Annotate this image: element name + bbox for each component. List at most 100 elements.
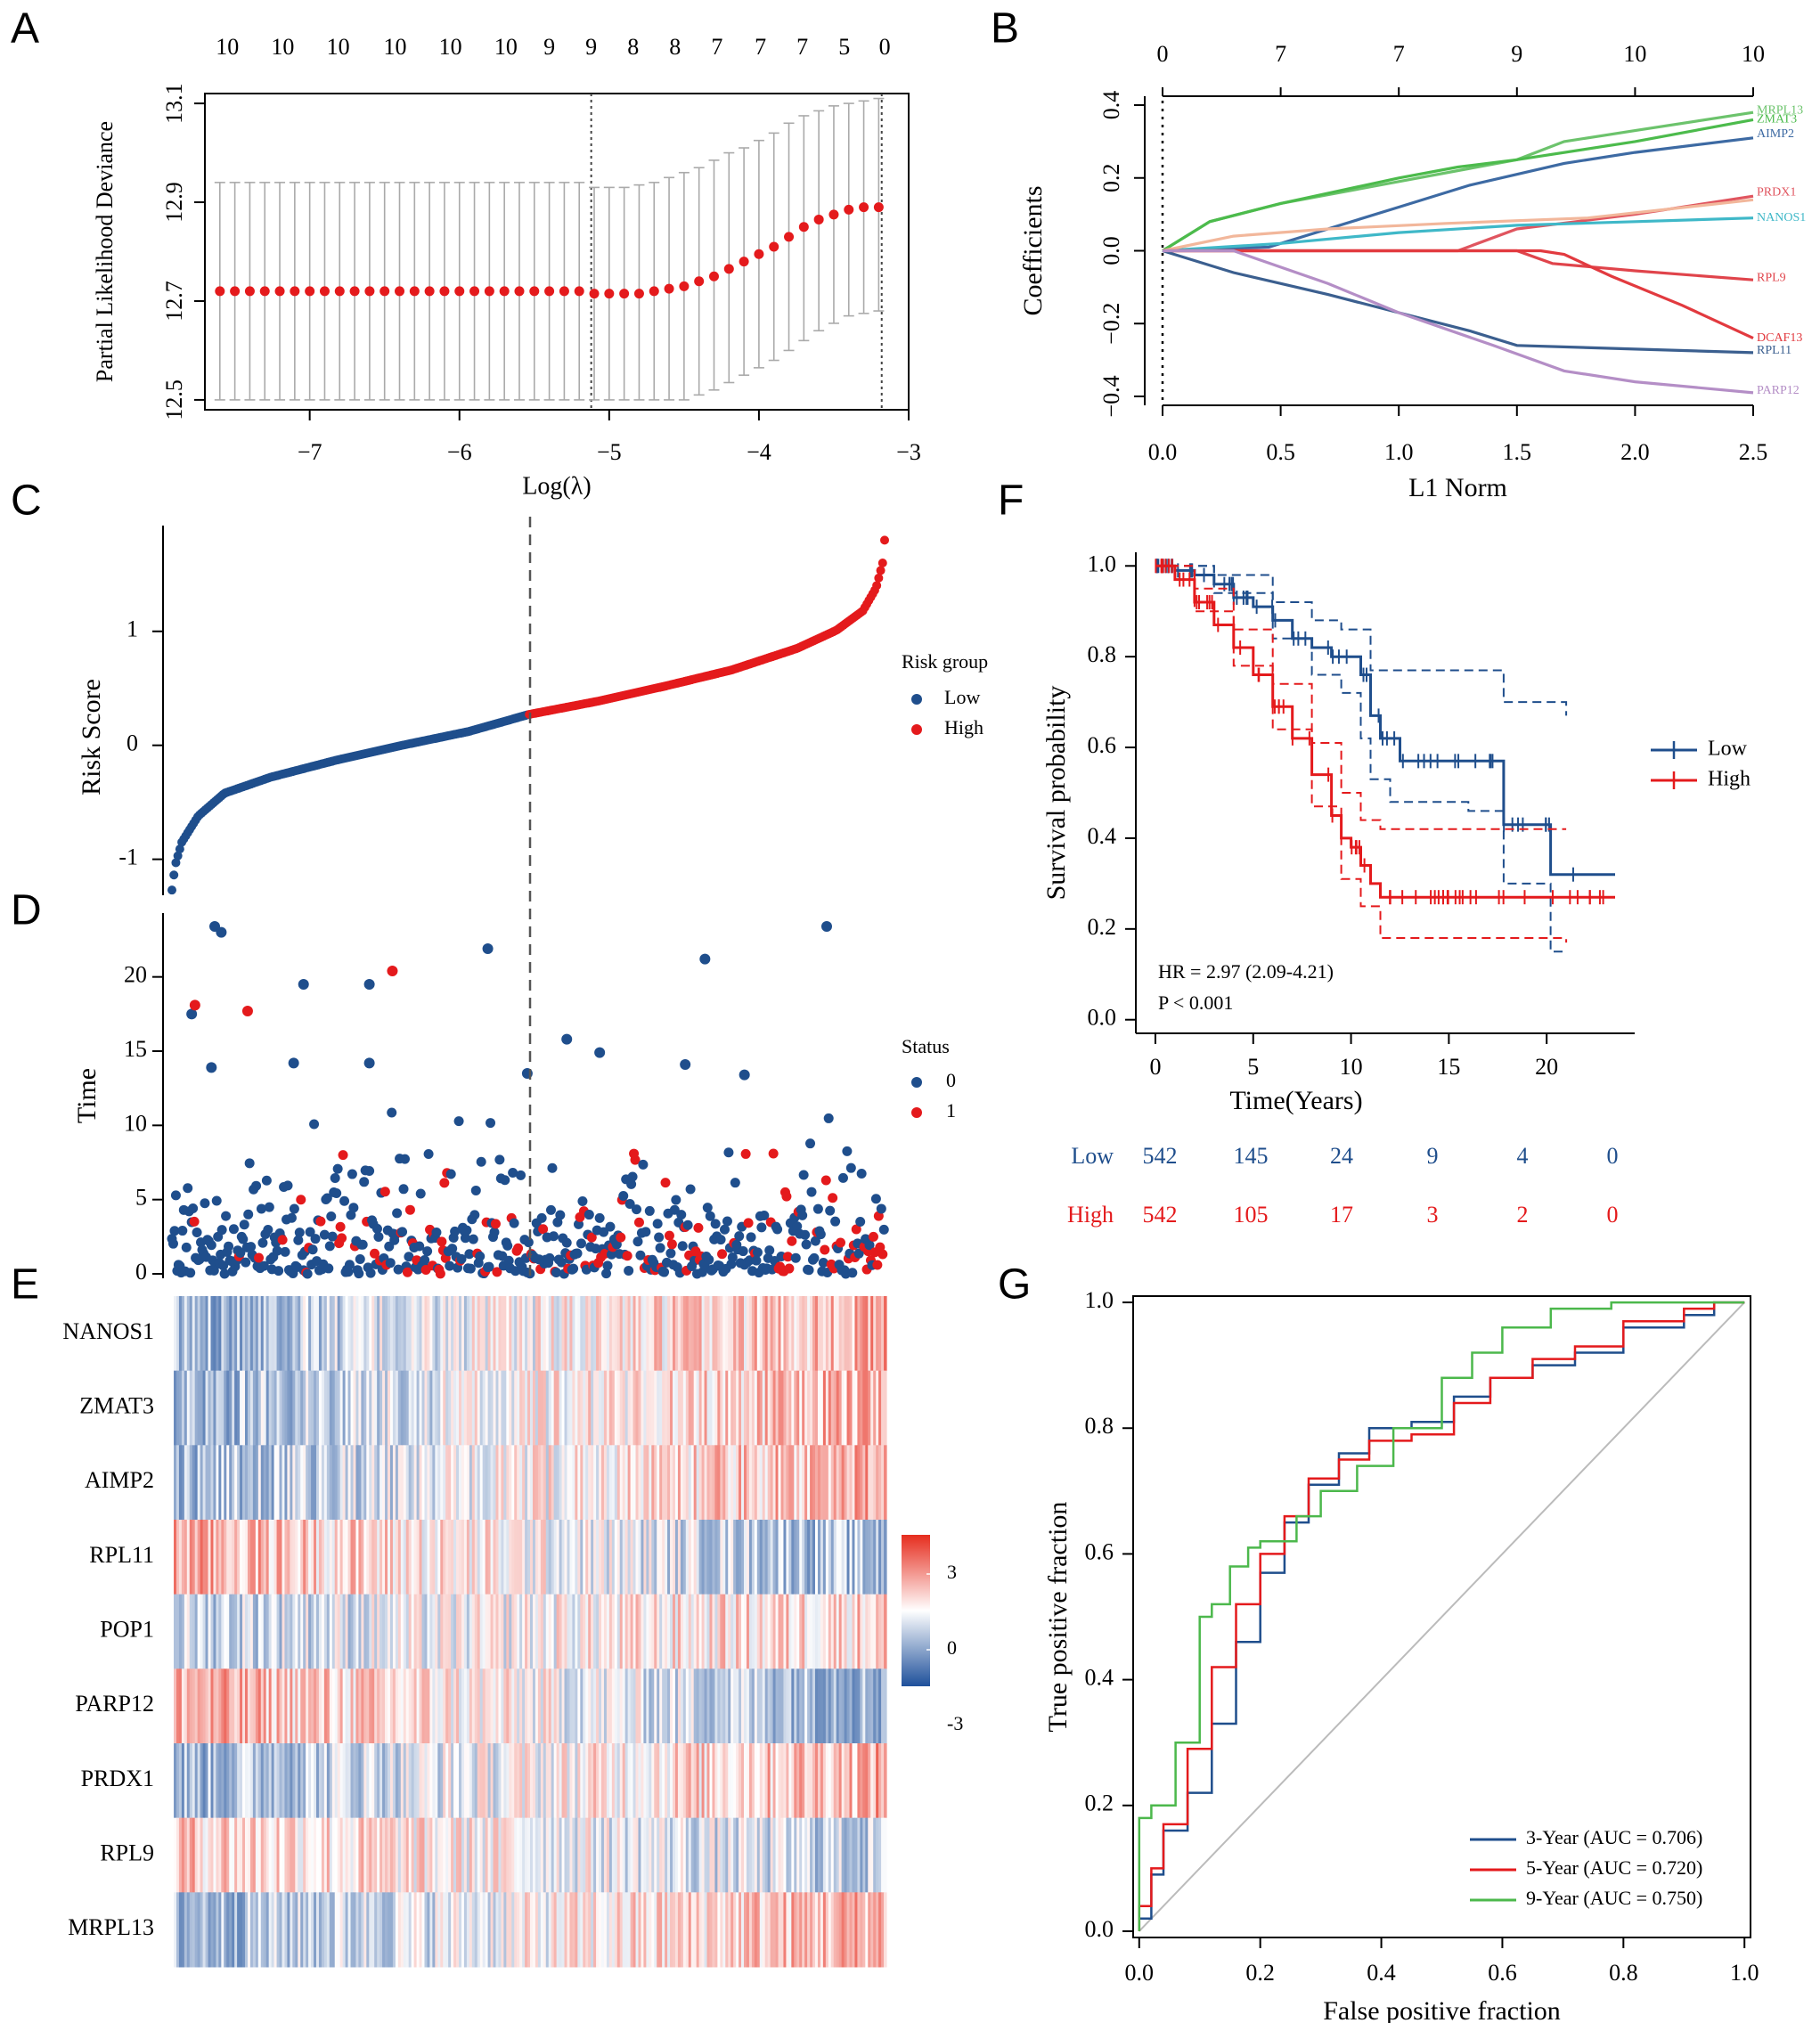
heatmap-cell [519, 1370, 523, 1446]
heatmap-cell [780, 1370, 785, 1446]
heatmap-cell [509, 1520, 512, 1595]
heatmap-cell [717, 1817, 721, 1893]
heatmap-cell [175, 1296, 180, 1372]
heatmap-cell [619, 1743, 624, 1819]
heatmap-cell [817, 1594, 821, 1669]
heatmap-cell [759, 1594, 763, 1669]
heatmap-cell [704, 1370, 708, 1446]
heatmap-cell [247, 1668, 251, 1744]
time-point [346, 1210, 356, 1220]
heatmap-cell [355, 1296, 360, 1372]
heatmap-cell [385, 1445, 388, 1521]
heatmap-cell [759, 1296, 763, 1372]
heatmap-cell [419, 1445, 423, 1521]
heatmap-cell [498, 1296, 502, 1372]
heatmap-cell [535, 1594, 539, 1669]
heatmap-cell [221, 1594, 224, 1669]
heatmap-cell [551, 1520, 555, 1595]
heatmap-cell [337, 1445, 341, 1521]
heatmap-cell [477, 1668, 481, 1744]
heatmap-cell [405, 1445, 410, 1521]
heatmap-cell [780, 1892, 785, 1968]
heatmap-cell [189, 1594, 193, 1669]
heatmap-cell [292, 1594, 296, 1669]
heatmap-cell [728, 1370, 731, 1446]
heatmap-cell [284, 1892, 289, 1968]
heatmap-cell [780, 1594, 785, 1669]
heatmap-cell [400, 1668, 404, 1744]
heatmap-cell [318, 1594, 322, 1669]
heatmap-cell [537, 1892, 542, 1968]
heatmap-cell [479, 1445, 484, 1521]
heatmap-cell [804, 1743, 808, 1819]
heatmap-cell [754, 1668, 758, 1744]
heatmap-cell [314, 1296, 317, 1372]
heatmap-cell [519, 1296, 523, 1372]
heatmap-cell [736, 1892, 739, 1968]
heatmap-cell [318, 1520, 322, 1595]
heatmap-cell [527, 1594, 531, 1669]
heatmap-cell [445, 1743, 449, 1819]
heatmap-cell [279, 1370, 283, 1446]
y-tick-label-g: 0.6 [1085, 1538, 1114, 1564]
heatmap-cell [545, 1520, 550, 1595]
heatmap-cell [366, 1370, 370, 1446]
time-point [659, 1267, 670, 1277]
heatmap-cell [770, 1743, 774, 1819]
time-point [756, 1222, 767, 1233]
heatmap-cell [234, 1668, 238, 1744]
heatmap-cell [540, 1520, 544, 1595]
time-point [272, 1245, 282, 1256]
heatmap-cell [329, 1668, 333, 1744]
deviance-point-a [723, 264, 734, 274]
heatmap-cell [833, 1520, 837, 1595]
heatmap-cell [657, 1743, 660, 1819]
heatmap-cell [583, 1817, 586, 1893]
heatmap-cell [479, 1817, 484, 1893]
heatmap-cell [553, 1296, 558, 1372]
heatmap-cell [318, 1743, 322, 1819]
heatmap-cell [543, 1520, 547, 1595]
heatmap-cell [495, 1668, 500, 1744]
heatmap-cell [712, 1445, 716, 1521]
heatmap-cell [709, 1817, 714, 1893]
heatmap-cell [490, 1668, 494, 1744]
heatmap-cell [616, 1520, 621, 1595]
deviance-point-a [319, 286, 330, 297]
heatmap-cell [509, 1817, 512, 1893]
heatmap-cell [569, 1594, 574, 1669]
time-point [853, 1248, 864, 1259]
heatmap-cell [380, 1296, 383, 1372]
heatmap-cell [311, 1594, 314, 1669]
heatmap-cell [445, 1370, 449, 1446]
heatmap-cell [240, 1445, 243, 1521]
heatmap-cell [822, 1520, 827, 1595]
heatmap-cell [271, 1817, 275, 1893]
time-point [494, 1154, 505, 1165]
heatmap-cell [591, 1743, 594, 1819]
heatmap-cell [369, 1743, 372, 1819]
heatmap-cell [342, 1520, 347, 1595]
heatmap-cell [624, 1668, 629, 1744]
heatmap-cell [844, 1668, 848, 1744]
heatmap-cell [630, 1743, 634, 1819]
heatmap-cell [780, 1817, 785, 1893]
heatmap-cell [200, 1892, 204, 1968]
heatmap-cell [353, 1445, 357, 1521]
heatmap-cell [649, 1445, 652, 1521]
heatmap-cell [218, 1892, 222, 1968]
heatmap-cell [292, 1520, 296, 1595]
heatmap-cell [696, 1370, 700, 1446]
heatmap-cell [741, 1668, 745, 1744]
heatmap-cell [540, 1370, 544, 1446]
heatmap-cell [405, 1594, 410, 1669]
heatmap-cell [741, 1743, 745, 1819]
heatmap-cell [690, 1743, 695, 1819]
heatmap-cell [588, 1817, 592, 1893]
heatmap-cell [854, 1892, 859, 1968]
heatmap-cell [828, 1668, 832, 1744]
heatmap-cell [706, 1520, 711, 1595]
heatmap-cell [616, 1817, 621, 1893]
heatmap-cell [572, 1445, 575, 1521]
heatmap-cell [854, 1743, 859, 1819]
